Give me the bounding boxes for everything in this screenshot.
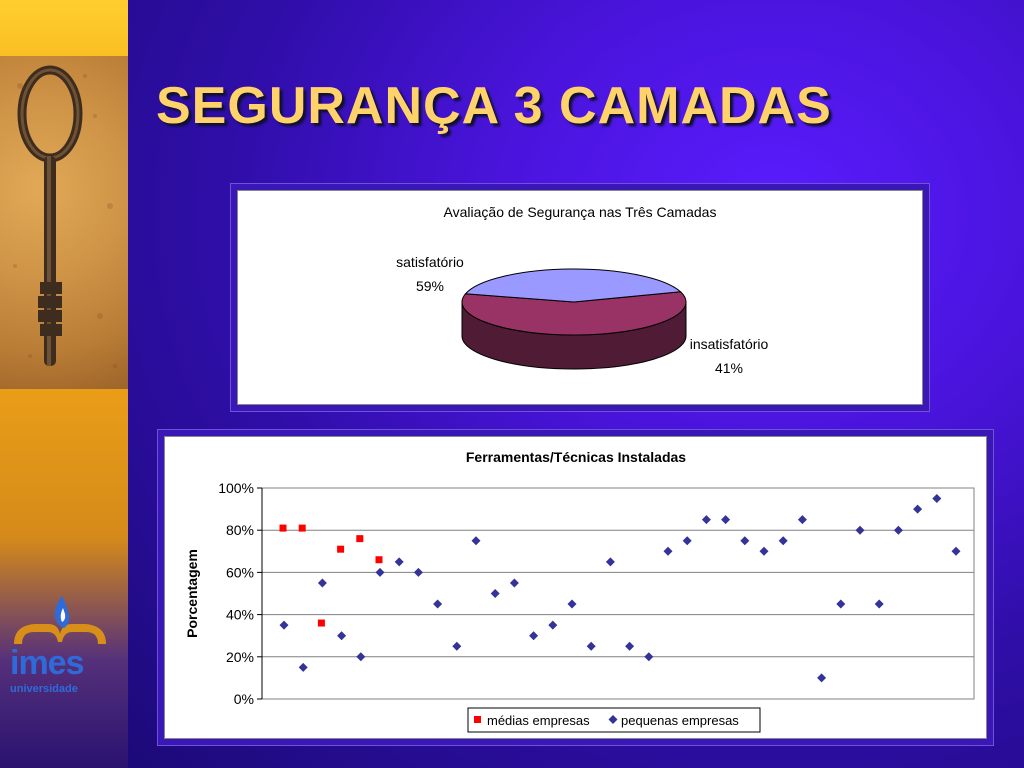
pie-label-insatisfatorio-name: insatisfatório [690, 336, 769, 352]
pequenas-empresas-point [605, 557, 615, 567]
pequenas-empresas-point [548, 620, 558, 630]
logo-subtext: universidade [10, 683, 78, 695]
y-tick-label: 20% [226, 649, 254, 665]
y-tick-label: 0% [234, 691, 254, 707]
pequenas-empresas-point [701, 515, 711, 525]
legend-marker-medias [474, 716, 481, 723]
y-tick-label: 80% [226, 522, 254, 538]
pequenas-empresas-point [721, 515, 731, 525]
scatter-chart-title: Ferramentas/Técnicas Instaladas [466, 449, 686, 465]
medias-empresas-point [337, 545, 345, 553]
pequenas-empresas-point [337, 631, 347, 641]
key-photo [0, 56, 128, 389]
legend-label-pequenas: pequenas empresas [621, 713, 739, 728]
pequenas-empresas-point [932, 494, 942, 504]
pequenas-empresas-point [317, 578, 327, 588]
pequenas-empresas-point [529, 631, 539, 641]
pequenas-empresas-point [855, 525, 865, 535]
pequenas-empresas-point [682, 536, 692, 546]
flame-icon [14, 596, 106, 644]
pequenas-empresas-point [913, 504, 923, 514]
pequenas-empresas-point [433, 599, 443, 609]
slide-title: SEGURANÇA 3 CAMADAS [156, 77, 832, 135]
legend-label-medias: médias empresas [487, 713, 590, 728]
pequenas-empresas-point [817, 673, 827, 683]
plot-area [261, 487, 975, 700]
pequenas-empresas-point [778, 536, 788, 546]
pequenas-empresas-point [951, 546, 961, 556]
scatter-chart: Ferramentas/Técnicas Instaladas 0% 20% 40% 6… [184, 449, 975, 733]
pequenas-empresas-point [759, 546, 769, 556]
medias-empresas-point [279, 524, 287, 532]
y-tick-label: 60% [226, 564, 254, 580]
pequenas-empresas-point [625, 641, 635, 651]
pie-slice-satisfatorio [461, 291, 687, 336]
pequenas-empresas-point [356, 652, 366, 662]
pie-label-insatisfatorio-value: 41% [715, 360, 743, 376]
pie-label-satisfatorio-name: satisfatório [396, 254, 464, 270]
y-tick-label: 40% [226, 607, 254, 623]
pequenas-empresas-point [740, 536, 750, 546]
pie-slice-insatisfatorio [464, 268, 682, 303]
pequenas-empresas-point [586, 641, 596, 651]
pequenas-empresas-point [893, 525, 903, 535]
pequenas-empresas-point [490, 589, 500, 598]
legend: médias empresas pequenas empresas [467, 707, 761, 733]
pequenas-empresas-point [836, 599, 846, 609]
logo-text: imes [10, 644, 85, 682]
pequenas-empresas-point [509, 578, 519, 588]
pequenas-empresas-point [298, 662, 308, 672]
pequenas-empresas-point [452, 641, 462, 651]
pequenas-empresas-point [375, 567, 385, 577]
medias-empresas-point [317, 619, 325, 627]
pie-chart-frame: Avaliação de Segurança nas Três Camadas s… [237, 190, 923, 405]
pequenas-empresas-point [413, 567, 423, 577]
key-icon [13, 65, 117, 368]
pequenas-empresas-point [567, 599, 577, 609]
y-tick-label: 100% [218, 480, 254, 496]
pie-chart-title: Avaliação de Segurança nas Três Camadas [444, 204, 717, 220]
medias-empresas-point [356, 535, 364, 543]
imes-logo [8, 594, 112, 704]
pequenas-empresas-point [471, 536, 481, 546]
scatter-chart-frame: Ferramentas/Técnicas Instaladas 0% 20% 40% 6… [164, 436, 987, 739]
pie-chart: Avaliação de Segurança nas Três Camadas s… [396, 204, 769, 376]
y-axis-label: Porcentagem [184, 549, 200, 638]
pie-label-satisfatorio-value: 59% [416, 278, 444, 294]
legend-marker-pequenas [608, 715, 618, 724]
medias-empresas-point [298, 524, 306, 532]
pequenas-empresas-point [644, 652, 654, 662]
pequenas-empresas-point [279, 620, 289, 630]
pequenas-empresas-point [874, 599, 884, 609]
pequenas-empresas-point [394, 557, 404, 567]
medias-empresas-point [375, 556, 383, 564]
pequenas-empresas-point [797, 515, 807, 525]
pequenas-empresas-point [663, 546, 673, 556]
